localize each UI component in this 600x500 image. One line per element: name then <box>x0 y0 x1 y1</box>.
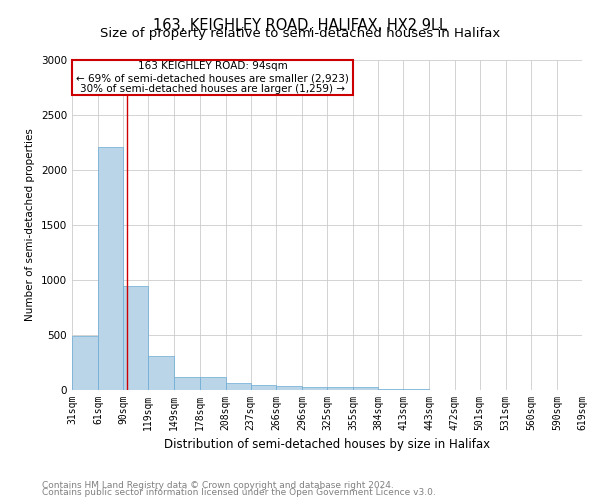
Text: 30% of semi-detached houses are larger (1,259) →: 30% of semi-detached houses are larger (… <box>80 84 345 94</box>
Bar <box>353 387 378 390</box>
Bar <box>226 383 251 390</box>
Bar <box>72 336 98 390</box>
Bar <box>199 378 226 390</box>
Y-axis label: Number of semi-detached properties: Number of semi-detached properties <box>25 128 35 322</box>
Text: Contains HM Land Registry data © Crown copyright and database right 2024.: Contains HM Land Registry data © Crown c… <box>42 480 394 490</box>
Bar <box>175 376 199 390</box>
Bar <box>251 385 276 390</box>
Bar <box>123 286 148 390</box>
Bar <box>327 387 353 390</box>
X-axis label: Distribution of semi-detached houses by size in Halifax: Distribution of semi-detached houses by … <box>164 438 490 452</box>
Text: Size of property relative to semi-detached houses in Halifax: Size of property relative to semi-detach… <box>100 28 500 40</box>
Text: Contains public sector information licensed under the Open Government Licence v3: Contains public sector information licen… <box>42 488 436 497</box>
Text: 163 KEIGHLEY ROAD: 94sqm: 163 KEIGHLEY ROAD: 94sqm <box>137 62 287 72</box>
Bar <box>98 147 123 390</box>
Bar <box>276 386 302 390</box>
Bar <box>148 356 175 390</box>
Bar <box>302 387 327 390</box>
Bar <box>72 60 353 95</box>
Text: 163, KEIGHLEY ROAD, HALIFAX, HX2 9LL: 163, KEIGHLEY ROAD, HALIFAX, HX2 9LL <box>153 18 447 32</box>
Text: ← 69% of semi-detached houses are smaller (2,923): ← 69% of semi-detached houses are smalle… <box>76 74 349 84</box>
